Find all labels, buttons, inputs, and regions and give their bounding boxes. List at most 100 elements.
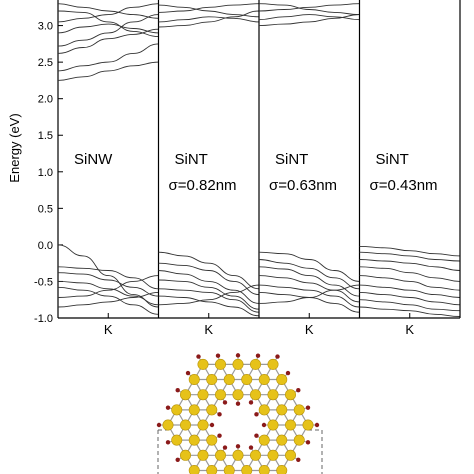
hydrogen-atom xyxy=(285,370,291,376)
band-line xyxy=(359,259,460,271)
silicon-atom xyxy=(284,449,296,461)
band-line xyxy=(259,3,360,12)
band-line xyxy=(259,251,360,282)
silicon-atom xyxy=(258,404,270,416)
panel-sint-043: K SiNT σ=0.43nm xyxy=(359,0,461,337)
panel-label-line2: σ=0.43nm xyxy=(370,177,438,194)
band-line xyxy=(158,4,259,18)
silicon-atom xyxy=(223,374,235,386)
band-line xyxy=(158,10,259,28)
silicon-atom xyxy=(276,434,288,446)
silicon-atom xyxy=(180,419,192,431)
band-line xyxy=(58,3,159,23)
silicon-atom xyxy=(267,419,279,431)
hydrogen-atom xyxy=(254,412,259,417)
band-line xyxy=(58,28,159,54)
hydrogen-atom xyxy=(217,433,222,438)
hydrogen-atom xyxy=(222,445,228,450)
band-line xyxy=(359,245,460,257)
silicon-atom xyxy=(267,449,279,461)
y-tick-label: -0.5 xyxy=(34,276,53,288)
x-tick-label: K xyxy=(104,322,113,337)
silicon-atom xyxy=(258,374,270,386)
hydrogen-atom xyxy=(248,445,254,450)
panel-sint-082: K SiNT σ=0.82nm xyxy=(158,0,260,337)
band-line xyxy=(359,299,460,312)
hydrogen-atom xyxy=(248,400,254,405)
band-line xyxy=(158,279,259,310)
silicon-atom xyxy=(215,358,227,370)
silicon-atom xyxy=(171,434,183,446)
hydrogen-atom xyxy=(235,444,241,449)
silicon-atom xyxy=(232,389,244,401)
hydrogen-atom xyxy=(222,400,228,405)
band-line xyxy=(158,251,259,290)
band-line xyxy=(359,291,460,306)
band-line xyxy=(58,3,159,19)
silicon-atom xyxy=(197,358,209,370)
band-line xyxy=(58,280,159,306)
silicon-atom xyxy=(276,374,288,386)
silicon-atom xyxy=(188,404,200,416)
silicon-atom xyxy=(223,464,235,474)
band-line xyxy=(259,14,360,27)
hydrogen-atom xyxy=(185,370,191,376)
y-tick-label: 3.0 xyxy=(38,21,53,33)
hydrogen-atom xyxy=(196,354,201,359)
panel-label-line1: SiNW xyxy=(74,151,113,168)
band-line xyxy=(158,284,259,306)
band-line xyxy=(158,262,259,296)
silicon-atoms xyxy=(162,358,314,474)
band-panels: K SiNW K SiNT σ=0.82nm K SiNT σ=0.63nm K SiNT σ=0.… xyxy=(58,0,461,337)
band-line xyxy=(158,295,259,317)
hydrogen-atom xyxy=(235,401,241,406)
silicon-atom xyxy=(258,434,270,446)
silicon-atom xyxy=(293,404,305,416)
silicon-atom xyxy=(215,449,227,461)
band-line xyxy=(158,270,259,304)
silicon-atom xyxy=(258,464,270,474)
band-line xyxy=(259,266,360,297)
silicon-atom xyxy=(188,464,200,474)
band-line xyxy=(58,286,159,315)
silicon-atom xyxy=(250,358,262,370)
panel-label-line2: σ=0.63nm xyxy=(269,177,337,194)
band-line xyxy=(158,3,259,13)
silicon-atom xyxy=(206,434,218,446)
hydrogen-atom xyxy=(175,457,180,463)
band-line xyxy=(359,275,460,291)
hydrogen-atom xyxy=(296,457,301,463)
silicon-atom xyxy=(188,434,200,446)
silicon-atom xyxy=(215,389,227,401)
silicon-atom xyxy=(171,404,183,416)
silicon-atom xyxy=(276,464,288,474)
silicon-atom xyxy=(197,449,209,461)
silicon-atom xyxy=(241,464,253,474)
hydrogen-atom xyxy=(165,440,171,445)
hydrogen-atom xyxy=(217,412,222,417)
band-line xyxy=(58,10,159,38)
hydrogen-atom xyxy=(175,387,180,393)
band-line xyxy=(58,272,159,297)
hydrogen-atom xyxy=(235,353,241,358)
x-tick-label: K xyxy=(405,322,414,337)
band-line xyxy=(158,288,259,313)
silicon-atom xyxy=(162,419,174,431)
silicon-atom xyxy=(293,434,305,446)
band-line xyxy=(58,244,159,308)
band-line xyxy=(259,275,360,303)
silicon-atom xyxy=(197,389,209,401)
band-line xyxy=(259,3,360,16)
band-line xyxy=(58,275,159,298)
y-axis-label: Energy (eV) xyxy=(7,113,22,182)
silicon-atom xyxy=(180,449,192,461)
band-line xyxy=(359,266,460,282)
y-tick-label: 1.5 xyxy=(38,130,53,142)
hydrogen-atom xyxy=(156,422,162,428)
band-line xyxy=(359,306,460,317)
band-line xyxy=(259,284,360,308)
silicon-atom xyxy=(206,404,218,416)
silicon-atom xyxy=(232,449,244,461)
hydrogen-atom xyxy=(165,405,171,410)
